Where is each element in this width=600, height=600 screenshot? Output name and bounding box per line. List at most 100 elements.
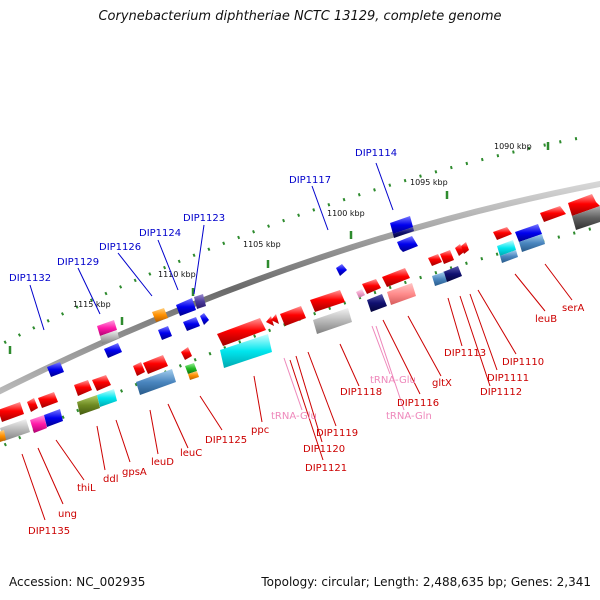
gene-arrow[interactable] (152, 308, 168, 322)
gene-arrow[interactable] (390, 216, 413, 234)
gene-label[interactable]: tRNA-Glu (271, 411, 317, 422)
scale-ruler-outer (0, 134, 591, 347)
gene-arrow[interactable] (310, 290, 345, 312)
gene-arrow[interactable] (455, 244, 464, 256)
gene-arrow[interactable] (220, 334, 272, 368)
gene-arrow[interactable] (382, 268, 410, 287)
gene-label[interactable]: DIP1119 (316, 428, 358, 439)
gene-arrow[interactable] (0, 402, 24, 422)
trna-leader-lines (283, 325, 405, 411)
gene-arrow[interactable] (185, 363, 197, 374)
gene-label[interactable]: DIP1126 (99, 242, 141, 253)
gene-arrow[interactable] (47, 362, 64, 377)
scale-label: 1115 kbp (73, 300, 111, 309)
upper-strand-genes (47, 216, 418, 377)
gene-label[interactable]: gpsA (122, 467, 147, 478)
gene-arrow[interactable] (133, 362, 145, 376)
gene-label[interactable]: DIP1111 (487, 373, 529, 384)
gene-arrow[interactable] (461, 242, 469, 254)
gene-arrow[interactable] (362, 279, 381, 294)
gene-arrow[interactable] (136, 369, 176, 395)
gene-arrow[interactable] (515, 224, 542, 242)
gene-arrow[interactable] (313, 308, 352, 334)
gene-arrow[interactable] (540, 206, 566, 222)
gene-arrow[interactable] (143, 355, 168, 374)
gene-label[interactable]: DIP1112 (480, 387, 522, 398)
gene-arrow[interactable] (176, 298, 196, 316)
gene-arrow[interactable] (38, 392, 58, 408)
gene-label[interactable]: DIP1132 (9, 273, 51, 284)
gene-arrow[interactable] (572, 206, 600, 230)
gene-arrow[interactable] (97, 389, 117, 407)
gene-arrow[interactable] (97, 320, 117, 336)
lower-leader-lines (21, 263, 573, 521)
gene-label[interactable]: DIP1124 (139, 228, 181, 239)
gene-label[interactable]: DIP1116 (397, 398, 439, 409)
gene-label[interactable]: ddl (103, 474, 118, 485)
gene-arrow[interactable] (432, 272, 447, 286)
gene-label[interactable]: thiL (77, 483, 96, 494)
gene-arrow[interactable] (181, 347, 192, 360)
gene-label[interactable]: DIP1121 (305, 463, 347, 474)
gene-label[interactable]: DIP1125 (205, 435, 247, 446)
gene-arrow[interactable] (104, 343, 122, 358)
gene-label[interactable]: DIP1114 (355, 148, 397, 159)
gene-arrow[interactable] (100, 330, 119, 344)
gene-label[interactable]: DIP1117 (289, 175, 331, 186)
gene-arrow[interactable] (356, 289, 365, 298)
gene-arrow[interactable] (500, 250, 518, 263)
scale-label: 1090 kbp (494, 142, 532, 151)
gene-arrow[interactable] (183, 317, 200, 331)
gene-arrow[interactable] (0, 430, 6, 442)
gene-arrow[interactable] (280, 306, 306, 326)
gene-arrow[interactable] (188, 371, 199, 380)
gene-arrow[interactable] (443, 266, 462, 282)
gene-arrow[interactable] (200, 313, 209, 325)
lower-gene-labels: serA leuB DIP1110 DIP1111 DIP1112 DIP111… (28, 303, 584, 537)
gene-arrow[interactable] (519, 234, 545, 252)
gene-label[interactable]: DIP1113 (444, 348, 486, 359)
gene-label[interactable]: leuD (151, 457, 174, 468)
gene-label[interactable]: leuC (180, 448, 202, 459)
gene-arrow[interactable] (428, 254, 442, 266)
gene-label[interactable]: DIP1135 (28, 526, 70, 537)
gene-arrow[interactable] (397, 236, 418, 252)
gene-arrow[interactable] (367, 294, 387, 312)
gene-arrow[interactable] (30, 415, 47, 433)
gene-arrow[interactable] (387, 283, 416, 305)
gene-label[interactable]: DIP1123 (183, 213, 225, 224)
gene-label[interactable]: tRNA-Gln (386, 411, 432, 422)
gene-arrow[interactable] (74, 380, 92, 396)
genome-backbone (0, 180, 600, 395)
gene-arrow[interactable] (158, 326, 172, 340)
gene-arrow[interactable] (393, 227, 414, 238)
gene-label[interactable]: serA (562, 303, 584, 314)
gene-arrow[interactable] (0, 419, 30, 441)
gene-arrow[interactable] (44, 409, 63, 427)
gene-arrow[interactable] (336, 264, 347, 276)
gene-arrow[interactable] (568, 194, 600, 216)
gene-arrow[interactable] (497, 240, 516, 256)
gene-label[interactable]: ung (58, 509, 77, 520)
gene-label[interactable]: ppc (251, 425, 269, 436)
scale-label: 1105 kbp (243, 240, 281, 249)
gene-label[interactable]: DIP1120 (303, 444, 345, 455)
gene-label[interactable]: DIP1118 (340, 387, 382, 398)
gene-label[interactable]: leuB (535, 314, 557, 325)
gene-arrow[interactable] (266, 316, 274, 326)
gene-arrow[interactable] (92, 375, 111, 391)
gene-arrow[interactable] (271, 314, 279, 324)
gene-label[interactable]: DIP1110 (502, 357, 544, 368)
gene-arrow[interactable] (440, 250, 454, 264)
gene-label[interactable]: gltX (432, 378, 452, 389)
gene-label[interactable]: tRNA-Glu (370, 375, 416, 386)
gene-arrow[interactable] (217, 318, 266, 346)
gene-arrow[interactable] (27, 398, 38, 412)
gene-label[interactable]: DIP1129 (57, 257, 99, 268)
gene-arrow[interactable] (77, 395, 100, 415)
gene-arrow[interactable] (493, 227, 512, 240)
gene-arrow[interactable] (194, 294, 206, 309)
upper-leader-lines (29, 162, 394, 331)
